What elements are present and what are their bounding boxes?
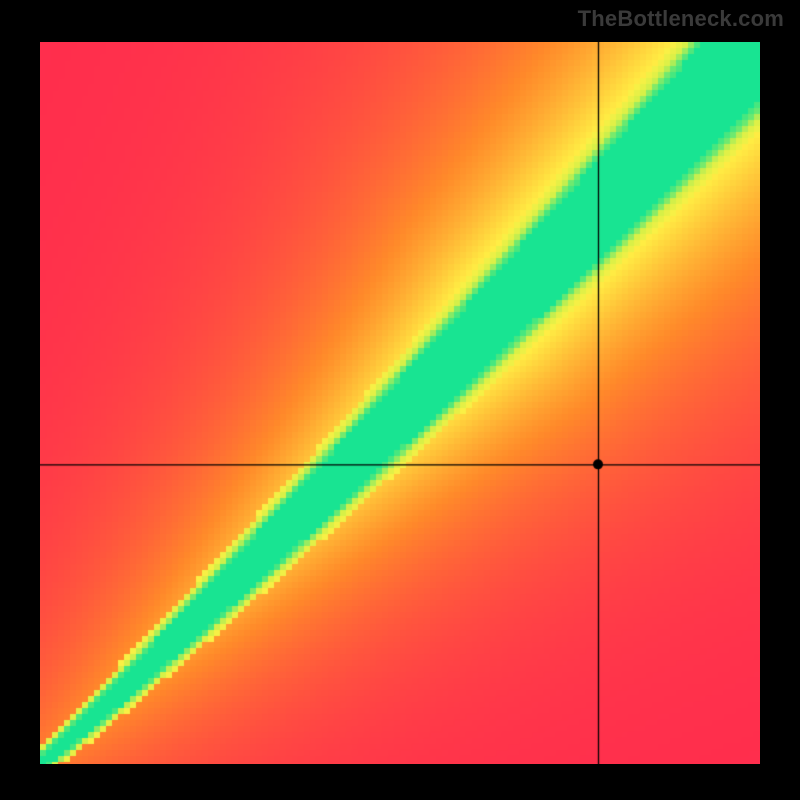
watermark-text: TheBottleneck.com [578, 6, 784, 32]
chart-container: TheBottleneck.com [0, 0, 800, 800]
bottleneck-heatmap [40, 42, 760, 764]
